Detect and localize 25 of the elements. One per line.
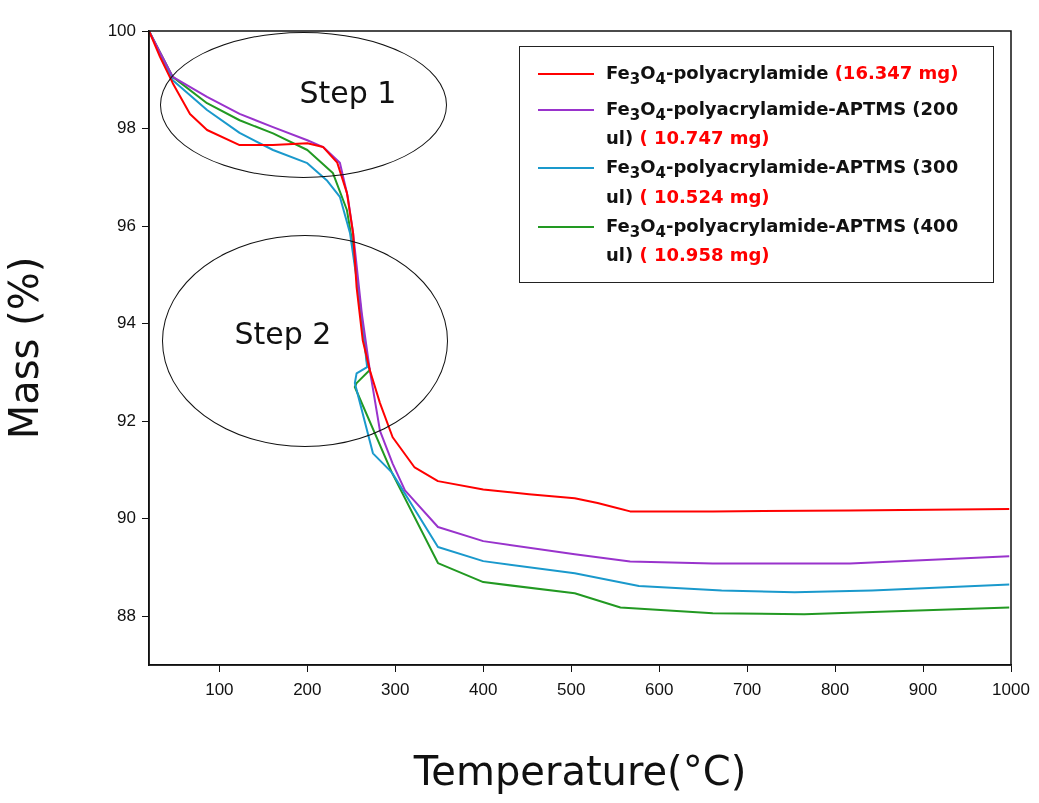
text: Fe$_{3}$O$_{4}$-polyacrylamide-APTMS (200 ul) ( 10.747 mg) [606, 97, 959, 149]
x-tick-label: 200 [293, 679, 322, 699]
y-tick-label: 88 [117, 605, 136, 625]
x-tick-label: 300 [381, 679, 410, 699]
text: Fe$_{3}$O$_{4}$-polyacrylamide-APTMS (300 ul) ( 10.524 mg) [606, 156, 959, 207]
y-tick-label: 100 [107, 20, 136, 40]
x-tick-label: 1000 [992, 679, 1030, 699]
annotation: Step 2 [234, 315, 332, 351]
annotation: Step 1 [299, 74, 397, 110]
x-tick-label: 800 [820, 679, 850, 699]
x-tick-label: 100 [205, 679, 234, 699]
y-tick-label: 92 [117, 410, 136, 430]
y-tick-label: 94 [117, 313, 136, 333]
x-tick-label: 500 [557, 679, 586, 699]
y-tick-label: 96 [117, 215, 136, 235]
y-axis-title: Mass (%) [1, 256, 48, 440]
x-tick-label: 600 [644, 679, 674, 699]
text: Fe$_{3}$O$_{4}$-polyacrylamide-APTMS (400 ul) ( 10.958 mg) [606, 214, 959, 266]
x-tick-label: 400 [469, 679, 498, 699]
y-tick-label: 90 [117, 508, 136, 528]
x-axis-title: Temperature(°C) [412, 748, 747, 795]
y-tick-label: 98 [117, 118, 136, 138]
legend-label: Fe$_{3}$O$_{4}$-polyacrylamide (16.347 mg) [606, 62, 959, 88]
x-tick-label: 900 [908, 679, 938, 699]
x-tick-label: 700 [732, 679, 762, 699]
